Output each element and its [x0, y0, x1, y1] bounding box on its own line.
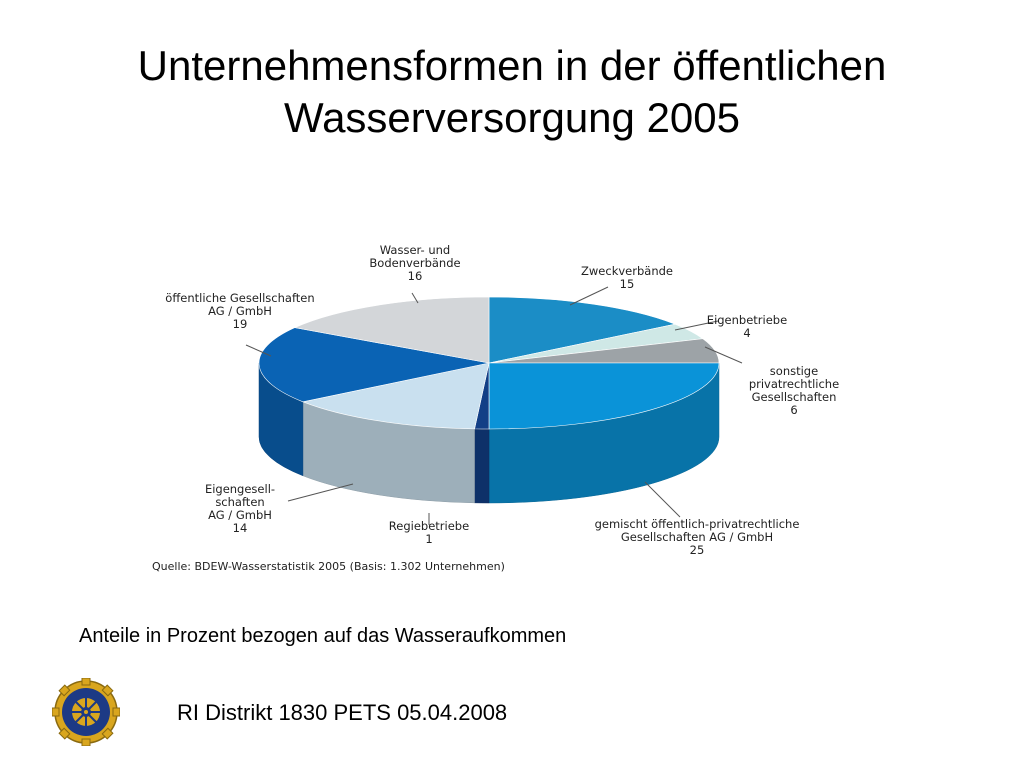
slice-label: AG / GmbH	[208, 304, 272, 318]
slice-label: Gesellschaften AG / GmbH	[621, 530, 773, 544]
pie-slice-6	[258, 327, 490, 403]
slice-label: Zweckverbände	[581, 264, 673, 278]
pie-slice-3	[488, 362, 720, 430]
pie-side-4	[474, 428, 490, 504]
slide-title: Unternehmensformen in der öffentlichen W…	[0, 40, 1024, 144]
slice-value-label: 25	[690, 543, 705, 557]
slice-label: sonstige	[770, 364, 818, 378]
rotary-logo-icon	[51, 677, 121, 751]
rotary-gear-icon	[51, 677, 121, 747]
slice-label: Gesellschaften	[752, 390, 837, 404]
slice-label: gemischt öffentlich-privatrechtliche	[595, 517, 800, 531]
leader-line-6	[245, 344, 272, 357]
title-line-1: Unternehmensformen in der öffentlichen	[137, 42, 887, 89]
slice-value-label: 4	[743, 326, 750, 340]
footer-text: RI Distrikt 1830 PETS 05.04.2008	[177, 700, 508, 725]
slice-label: privatrechtliche	[749, 377, 839, 391]
slice-value-label: 16	[408, 269, 423, 283]
slice-value-label: 14	[233, 521, 248, 535]
leader-line-3	[644, 481, 681, 518]
pie-slice-7	[293, 296, 490, 364]
slice-value-label: 6	[790, 403, 797, 417]
leader-line-0	[569, 286, 609, 306]
pie-slice-0	[488, 296, 677, 364]
slice-label: Regiebetriebe	[389, 519, 469, 533]
leader-line-1	[674, 320, 719, 331]
slice-label: schaften	[215, 495, 264, 509]
slice-label: Wasser- und	[380, 243, 450, 257]
slice-label: öffentliche Gesellschaften	[165, 291, 314, 305]
slice-label: Bodenverbände	[369, 256, 460, 270]
chart-source: Quelle: BDEW-Wasserstatistik 2005 (Basis…	[152, 560, 505, 573]
leader-line-7	[411, 292, 419, 304]
chart-subtitle: Anteile in Prozent bezogen auf das Wasse…	[79, 625, 567, 647]
title-line-2: Wasserversorgung 2005	[283, 94, 740, 141]
slice-value-label: 19	[233, 317, 248, 331]
slice-value-label: 15	[620, 277, 635, 291]
slice-label: AG / GmbH	[208, 508, 272, 522]
slice-value-label: 1	[425, 532, 432, 546]
leader-line-5	[287, 483, 354, 502]
slice-label: Eigenbetriebe	[707, 313, 787, 327]
slice-label: Eigengesell-	[205, 482, 275, 496]
leader-line-2	[704, 346, 743, 364]
pie-top-faces	[258, 296, 720, 430]
pie-slice-5	[301, 362, 490, 430]
